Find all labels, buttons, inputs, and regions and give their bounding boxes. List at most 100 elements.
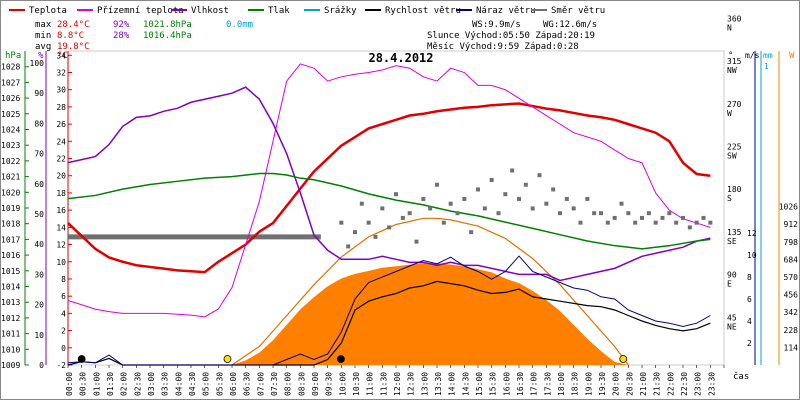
stats-max-temp: 28.4°C	[57, 20, 90, 30]
wind-direction-point	[667, 211, 672, 216]
x-tick-label: 19:30	[598, 372, 607, 396]
x-tick-label: 05:30	[215, 372, 224, 396]
series-line	[67, 255, 711, 366]
wind-direction-point	[708, 220, 713, 225]
x-tick-label: 23:30	[707, 372, 716, 396]
wind-direction-point	[380, 206, 385, 211]
wind-direction-point	[400, 215, 405, 220]
stats-max-label: max	[35, 20, 52, 30]
x-tick-label: 10:30	[352, 372, 361, 396]
wind-tick-label: 8	[747, 273, 752, 282]
x-tick-label: 12:00	[393, 372, 402, 396]
rain-tick-label: 1	[764, 62, 769, 71]
wind-direction-point	[476, 187, 480, 192]
wind-direction-point	[435, 182, 439, 187]
dir-tick-name: NW	[727, 66, 737, 75]
legend-item: Teplota	[9, 6, 67, 16]
solar-tick-label: 114	[784, 343, 799, 352]
wind-direction-point	[394, 192, 398, 197]
hpa-tick-label: 1017	[1, 235, 20, 244]
legend-label: Tlak	[268, 6, 290, 16]
dir-tick-degrees: 90	[727, 271, 737, 280]
x-tick-label: 06:00	[229, 372, 238, 396]
wind-direction-point	[564, 196, 569, 201]
temp-tick-label: 20	[56, 172, 66, 181]
x-tick-label: 20:30	[625, 372, 634, 396]
dir-tick-name: W	[727, 109, 732, 118]
dir-tick-degrees: 270	[727, 100, 742, 109]
x-tick-label: 20:00	[612, 372, 621, 396]
x-tick-label: 05:00	[202, 372, 211, 396]
solar-axis-title: W	[789, 51, 795, 61]
wind-direction-point	[646, 211, 651, 216]
x-tick-label: 02:30	[133, 372, 142, 396]
wind-direction-point	[551, 187, 556, 192]
dir-tick-degrees: 45	[727, 313, 737, 322]
info-wg: WG:12.6m/s	[543, 20, 597, 30]
x-tick-label: 03:00	[147, 372, 156, 396]
chart-title: 28.4.2012	[368, 51, 433, 65]
dir-tick-name: SE	[727, 237, 737, 246]
pct-tick-label: 10	[34, 331, 44, 340]
wind-direction-point	[455, 211, 460, 216]
wind-tick-label: 2	[747, 339, 752, 348]
info-block: WS:9.9m/s WG:12.6m/s Slunce Východ:05:50…	[427, 20, 597, 52]
temp-tick-label: 24	[56, 137, 66, 146]
wind-direction-point	[353, 230, 357, 235]
solar-tick-label: 456	[784, 291, 799, 300]
x-tick-label: 08:00	[284, 372, 293, 396]
wind-direction-point	[544, 201, 549, 206]
sunset-marker	[619, 355, 628, 363]
stats-min-temp: 8.8°C	[57, 31, 84, 41]
dir-tick-degrees: 180	[727, 185, 742, 194]
wind-direction-point	[619, 201, 624, 206]
temp-tick-label: 8	[61, 275, 66, 284]
wind-direction-point	[640, 215, 644, 220]
hpa-tick-label: 1027	[1, 78, 20, 87]
hpa-tick-label: 1022	[1, 157, 20, 166]
wind-direction-point	[523, 182, 528, 187]
legend-label: Náraz větru	[476, 6, 536, 16]
wind-direction-point	[448, 201, 453, 206]
wind-direction-point	[537, 173, 542, 178]
hpa-tick-label: 1013	[1, 298, 20, 307]
pct-tick-label: 80	[34, 119, 44, 128]
x-tick-label: 19:00	[584, 372, 593, 396]
legend-item: Rychlost větru	[365, 6, 461, 16]
temp-tick-label: 16	[56, 206, 66, 215]
x-tick-label: 12:30	[407, 372, 416, 396]
temp-tick-label: -2	[56, 361, 66, 370]
temp-tick-label: 28	[56, 103, 66, 112]
hpa-tick-label: 1020	[1, 188, 20, 197]
x-tick-label: 07:00	[256, 372, 265, 396]
x-tick-label: 17:00	[530, 372, 539, 396]
legend-item: Srážky	[304, 6, 357, 16]
temp-tick-label: 14	[56, 223, 66, 232]
pct-tick-label: 30	[34, 270, 44, 279]
x-tick-label: 02:00	[120, 372, 129, 396]
wind-tick-label: 10	[747, 251, 757, 260]
wind-direction-point	[674, 220, 679, 225]
temp-tick-label: 32	[56, 69, 66, 78]
rain-axis-title: mm	[763, 51, 773, 60]
x-tick-label: 11:30	[379, 372, 388, 396]
x-tick-label: 04:00	[174, 372, 183, 396]
stats-min-label: min	[35, 31, 51, 41]
hpa-tick-label: 1018	[1, 220, 20, 229]
hpa-tick-label: 1024	[1, 126, 20, 135]
legend-item: Směr větru	[531, 6, 605, 16]
x-tick-label: 21:00	[639, 372, 648, 396]
hpa-tick-label: 1023	[1, 141, 20, 150]
pct-tick-label: 70	[34, 150, 44, 159]
wind-direction-point	[530, 206, 535, 211]
dir-tick-degrees: 135	[727, 228, 742, 237]
wind-direction-point	[373, 234, 378, 239]
